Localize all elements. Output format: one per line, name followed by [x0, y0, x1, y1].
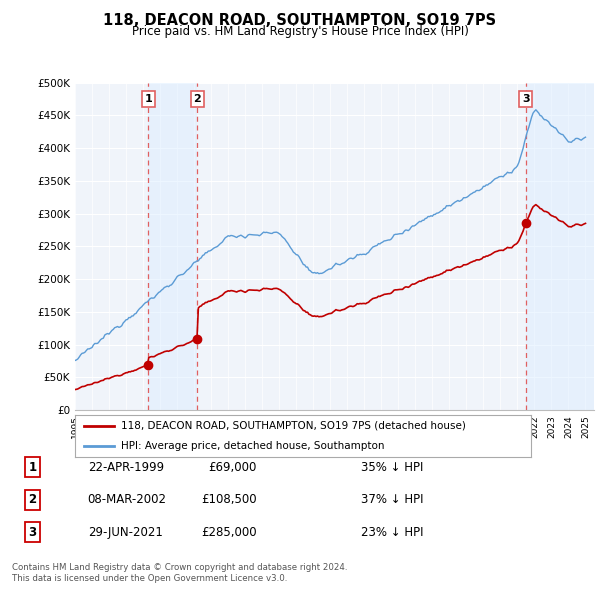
Text: 2: 2 — [193, 94, 201, 104]
Text: £285,000: £285,000 — [201, 526, 256, 539]
Text: 37% ↓ HPI: 37% ↓ HPI — [361, 493, 424, 506]
Text: 1: 1 — [145, 94, 152, 104]
Text: 22-APR-1999: 22-APR-1999 — [88, 461, 164, 474]
Text: 1: 1 — [28, 461, 37, 474]
Text: 08-MAR-2002: 08-MAR-2002 — [88, 493, 167, 506]
Text: 118, DEACON ROAD, SOUTHAMPTON, SO19 7PS (detached house): 118, DEACON ROAD, SOUTHAMPTON, SO19 7PS … — [121, 421, 466, 431]
Text: £69,000: £69,000 — [208, 461, 256, 474]
Text: 3: 3 — [28, 526, 37, 539]
Text: Price paid vs. HM Land Registry's House Price Index (HPI): Price paid vs. HM Land Registry's House … — [131, 25, 469, 38]
Text: 118, DEACON ROAD, SOUTHAMPTON, SO19 7PS: 118, DEACON ROAD, SOUTHAMPTON, SO19 7PS — [103, 13, 497, 28]
Bar — [148, 83, 197, 410]
Bar — [526, 83, 594, 410]
Text: £108,500: £108,500 — [201, 493, 256, 506]
Text: HPI: Average price, detached house, Southampton: HPI: Average price, detached house, Sout… — [121, 441, 384, 451]
Text: 29-JUN-2021: 29-JUN-2021 — [88, 526, 163, 539]
Text: 2: 2 — [28, 493, 37, 506]
Text: 23% ↓ HPI: 23% ↓ HPI — [361, 526, 424, 539]
Text: Contains HM Land Registry data © Crown copyright and database right 2024.
This d: Contains HM Land Registry data © Crown c… — [12, 563, 347, 583]
Text: 3: 3 — [522, 94, 530, 104]
Text: 35% ↓ HPI: 35% ↓ HPI — [361, 461, 424, 474]
